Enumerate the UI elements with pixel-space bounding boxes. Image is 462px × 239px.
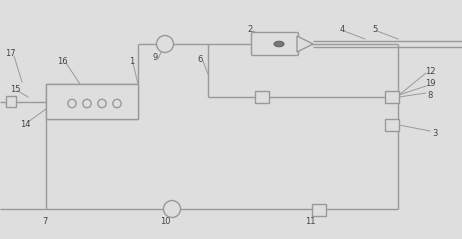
- Text: 10: 10: [160, 217, 170, 226]
- Text: 15: 15: [10, 85, 20, 93]
- Circle shape: [113, 99, 121, 108]
- Bar: [312, 204, 326, 216]
- Text: 16: 16: [57, 56, 67, 65]
- Bar: [46, 84, 138, 119]
- Text: 7: 7: [43, 217, 48, 226]
- Circle shape: [68, 99, 76, 108]
- Text: 11: 11: [305, 217, 315, 226]
- Text: 17: 17: [5, 49, 15, 59]
- Text: 6: 6: [197, 54, 203, 64]
- Polygon shape: [297, 36, 313, 52]
- Ellipse shape: [274, 41, 284, 47]
- Text: 3: 3: [432, 130, 438, 138]
- FancyBboxPatch shape: [251, 33, 298, 55]
- Text: 8: 8: [427, 91, 433, 99]
- Text: 19: 19: [425, 80, 435, 88]
- Text: 4: 4: [340, 25, 345, 33]
- Text: 5: 5: [372, 25, 377, 33]
- Circle shape: [83, 99, 91, 108]
- Bar: [46, 84, 138, 119]
- Circle shape: [157, 36, 174, 53]
- Circle shape: [98, 99, 106, 108]
- Bar: [6, 97, 16, 107]
- Text: 2: 2: [247, 25, 253, 33]
- Bar: [255, 91, 269, 103]
- Text: 12: 12: [425, 66, 435, 76]
- Text: 14: 14: [20, 120, 30, 129]
- Bar: [385, 91, 399, 103]
- Bar: [385, 119, 399, 131]
- Text: 9: 9: [152, 53, 158, 61]
- Circle shape: [164, 201, 181, 217]
- Text: 1: 1: [129, 56, 134, 65]
